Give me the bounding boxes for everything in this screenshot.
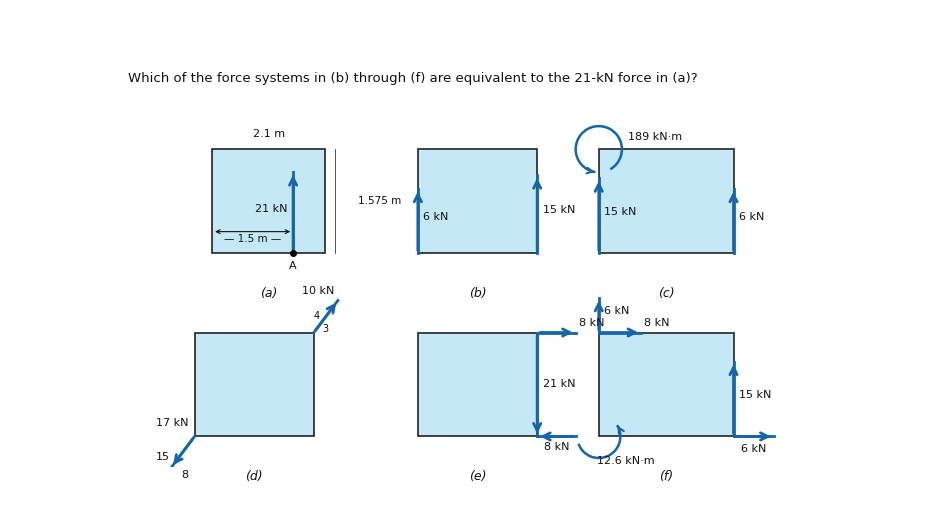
Text: 21 kN: 21 kN: [543, 380, 575, 390]
Text: 21 kN: 21 kN: [255, 204, 288, 214]
Text: 8: 8: [182, 470, 188, 480]
Text: 15 kN: 15 kN: [543, 205, 575, 215]
Text: 15 kN: 15 kN: [605, 207, 637, 217]
Text: 12.6 kN·m: 12.6 kN·m: [597, 456, 655, 466]
Text: 1.575 m: 1.575 m: [358, 196, 401, 206]
Text: 6 kN: 6 kN: [424, 212, 448, 222]
Text: 17 kN: 17 kN: [156, 417, 188, 427]
Text: (c): (c): [658, 287, 674, 300]
Text: 10 kN: 10 kN: [302, 286, 334, 296]
Bar: [599, 149, 734, 253]
Bar: [212, 149, 326, 253]
Text: A: A: [289, 261, 297, 271]
Text: 6 kN: 6 kN: [741, 444, 766, 454]
Text: (f): (f): [659, 470, 673, 483]
Text: 2.1 m: 2.1 m: [253, 129, 285, 139]
Bar: [194, 332, 314, 436]
Text: — 1.5 m —: — 1.5 m —: [224, 234, 281, 244]
Text: 15 kN: 15 kN: [739, 390, 771, 400]
Text: (d): (d): [246, 470, 263, 483]
Text: Which of the force systems in (b) through (f) are equivalent to the 21-kN force : Which of the force systems in (b) throug…: [128, 72, 697, 85]
Text: 15: 15: [156, 452, 169, 462]
Text: 8 kN: 8 kN: [645, 318, 669, 328]
Text: 4: 4: [314, 311, 320, 321]
Bar: [599, 332, 734, 436]
Text: 6 kN: 6 kN: [605, 306, 629, 317]
Text: 189 kN·m: 189 kN·m: [628, 132, 683, 142]
Text: (e): (e): [468, 470, 486, 483]
Bar: [418, 332, 537, 436]
Text: (a): (a): [260, 287, 278, 300]
Text: 6 kN: 6 kN: [739, 212, 764, 222]
Bar: [418, 149, 537, 253]
Text: 8 kN: 8 kN: [544, 442, 569, 452]
Text: 8 kN: 8 kN: [579, 318, 605, 328]
Text: 3: 3: [323, 324, 328, 334]
Text: (b): (b): [468, 287, 486, 300]
